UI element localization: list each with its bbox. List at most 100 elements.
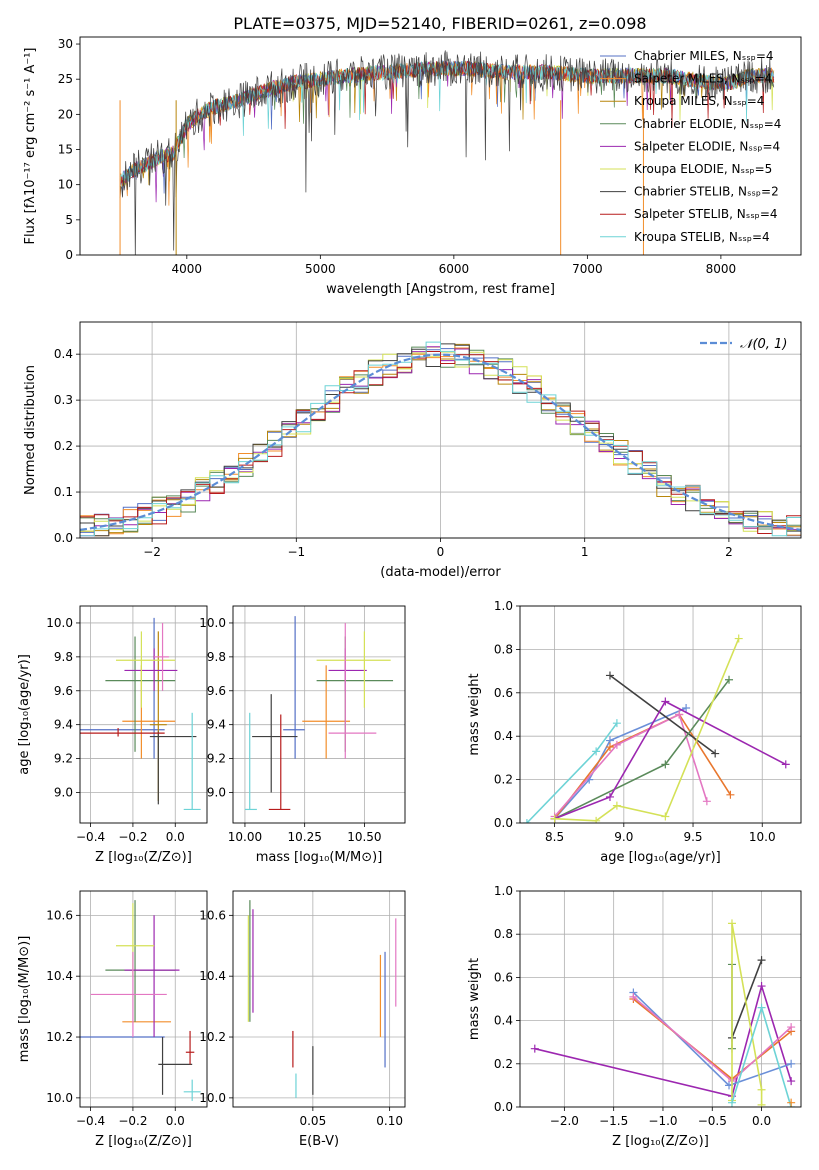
tick-label-y: 0 [65, 248, 73, 262]
tick-label-x: −0.4 [76, 1114, 105, 1128]
legend-label: Kroupa ELODIE, Nₛₛₚ=5 [634, 162, 772, 176]
y-axis-label: age [log₁₀(age/yr)] [17, 654, 32, 775]
weight-lines [522, 634, 790, 823]
tick-label-y: 9.8 [207, 650, 226, 664]
tick-label-y: 9.2 [207, 752, 226, 766]
x-axis-label: Z [log₁₀(Z/Z⊙)] [612, 1134, 709, 1149]
y-axis-label: mass [log₁₀(M/M⊙)] [17, 936, 32, 1063]
axes-frame [232, 890, 406, 1108]
y-axis-label: Normed distribution [23, 365, 38, 495]
tick-label-x: 4000 [172, 262, 203, 276]
weight-lines [530, 919, 796, 1107]
y-axis-label: Flux [fλ10⁻¹⁷ erg cm⁻² s⁻¹ A⁻¹] [23, 48, 38, 245]
weight-marker-blue [787, 1059, 796, 1068]
weight-line-salpeter_elodie [554, 700, 787, 820]
tick-label-x: 5000 [305, 262, 336, 276]
tick-label-y: 0.4 [494, 729, 513, 743]
spectrum-line-kroupa_stelib [119, 60, 775, 187]
tick-label-x: 0.05 [299, 1114, 326, 1128]
tick-label-x: 7000 [572, 262, 603, 276]
tick-label-x: −0.4 [76, 830, 105, 844]
tick-label-y: 10.0 [46, 616, 73, 630]
weight-marker-blue [682, 703, 691, 712]
legend-label: Chabrier STELIB, Nₛₛₚ=2 [634, 185, 779, 199]
spectrum-line-salpeter_miles [119, 60, 775, 206]
tick-label-y: 9.4 [207, 718, 226, 732]
weight-marker-kroupa_stelib [727, 1098, 736, 1107]
weight-line-kroupa_stelib [526, 722, 618, 823]
legend-label: Salpeter STELIB, Nₛₛₚ=4 [634, 207, 778, 221]
axes-frame [519, 890, 802, 1108]
tick-label-y: 9.6 [54, 684, 73, 698]
tick-label-x: 9.5 [683, 830, 702, 844]
tick-label-y: 1.0 [494, 599, 513, 613]
weight-marker-pink [675, 710, 684, 719]
mass-vs-metallicity-axes: −0.4 −0.2 0.0 10.0 10.2 10.4 10.6 Z [log₁₀(Z/Z⊙… [17, 890, 208, 1149]
tick-label-x: −2.0 [550, 1114, 579, 1128]
spectrum-axes: 4000 5000 6000 7000 8000 0 5 10 15 20 25 30 waveleng… [23, 36, 802, 297]
weight-marker-orange [605, 743, 614, 752]
legend-label: Kroupa STELIB, Nₛₛₚ=4 [634, 230, 770, 244]
tick-label-y: 9.0 [54, 785, 73, 799]
tick-label-y: 9.2 [54, 752, 73, 766]
legend-label: 𝒩(0, 1) [740, 337, 787, 352]
weight-marker-kroupa_stelib [522, 819, 531, 823]
residual-histogram-axes: −2 −1 0 1 2 0.0 0.1 0.2 0.3 0.4 (data-model)/error… [23, 321, 802, 580]
error-crosses [80, 617, 201, 811]
legend-label: Chabrier MILES, Nₛₛₚ=4 [634, 49, 774, 63]
weight-marker-pink [629, 992, 638, 1001]
normal-curve [80, 353, 801, 531]
tick-label-x: 0.10 [376, 1114, 403, 1128]
weight-marker-kroupa_elodie [727, 919, 736, 928]
massweight-vs-age-axes: 8.5 9.0 9.5 10.0 0.0 0.2 0.4 0.6 0.8 1.0 age [log₁… [467, 599, 802, 865]
tick-label-x: 10.00 [228, 830, 262, 844]
weight-marker-kroupa_elodie [661, 812, 670, 821]
weight-marker-chabrier_elodie [725, 675, 734, 684]
tick-label-y: 9.4 [54, 718, 73, 732]
weight-marker-kroupa_elodie [734, 634, 743, 643]
tick-label-y: 0.0 [494, 816, 513, 830]
weight-marker-kroupa_elodie [592, 816, 601, 823]
x-axis-label: (data-model)/error [380, 565, 501, 580]
y-axis-label: mass weight [467, 673, 482, 755]
tick-label-y: 30 [58, 37, 73, 51]
tick-label-y: 0.8 [494, 927, 513, 941]
weight-marker-chabrier_stelib [605, 671, 614, 680]
tick-label-x: −0.2 [118, 830, 147, 844]
tick-label-y: 0.3 [54, 393, 73, 407]
tick-label-y: 0.2 [494, 1057, 513, 1071]
tick-label-y: 10.6 [46, 908, 73, 922]
weight-marker-kroupa_stelib [757, 1003, 766, 1012]
tick-label-x: 0.0 [752, 1114, 771, 1128]
tick-label-y: 20 [58, 107, 73, 121]
weight-marker-salpeter_miles [787, 1098, 796, 1107]
weight-marker-kroupa_stelib [592, 747, 601, 756]
histogram-kroupa_stelib [80, 341, 801, 537]
massweight-vs-metallicity-axes: −2.0 −1.5 −1.0 −0.5 0.0 0.0 0.2 0.4 0.6 0.8 1.0 Z [… [467, 884, 802, 1149]
tick-label-x: 0.0 [166, 1114, 185, 1128]
weight-marker-pink [612, 740, 621, 749]
tick-label-y: 10.0 [199, 1091, 226, 1105]
weight-marker-kroupa_stelib [612, 719, 621, 728]
legend-label: Chabrier ELODIE, Nₛₛₚ=4 [634, 117, 781, 131]
weight-marker-salpeter_elodie [781, 760, 790, 769]
age-vs-metallicity-axes: −0.4 −0.2 0.0 9.0 9.2 9.4 9.6 9.8 10.0 Z [log₁₀(Z… [17, 605, 208, 865]
weight-marker-orange [726, 790, 735, 799]
tick-label-y: 5 [65, 213, 73, 227]
error-crosses [80, 900, 201, 1101]
tick-label-y: 0.0 [54, 531, 73, 545]
weight-marker-chabrier_elodie [661, 760, 670, 769]
tick-label-y: 10.4 [46, 969, 73, 983]
tick-label-y: 0.4 [494, 1014, 513, 1028]
tick-label-x: −1.5 [599, 1114, 628, 1128]
tick-label-x: 10.0 [749, 830, 776, 844]
tick-label-x: 8000 [706, 262, 737, 276]
axes-frame [79, 890, 208, 1108]
axes-frame [232, 605, 406, 824]
weight-marker-salpeter_elodie [661, 697, 670, 706]
error-crosses [247, 900, 397, 1098]
weight-marker-pink [787, 1023, 796, 1032]
tick-label-x: 8.5 [545, 830, 564, 844]
mass-vs-ebv-axes: 0.05 0.10 10.0 10.2 10.4 10.6 E(B-V) [199, 890, 406, 1149]
